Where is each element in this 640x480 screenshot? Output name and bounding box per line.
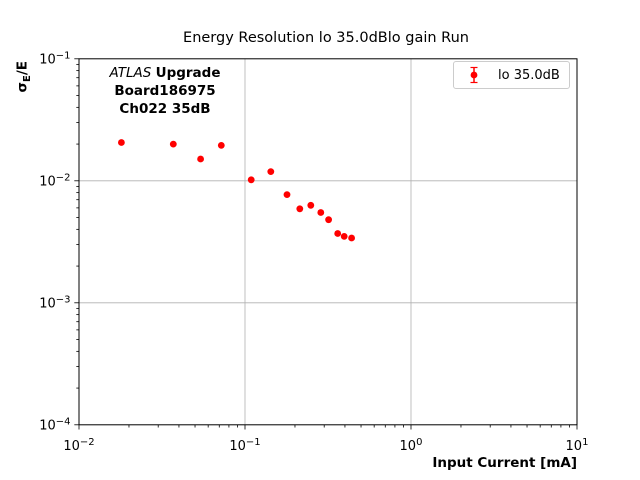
y-tick-label: 10−3	[39, 294, 70, 311]
chart-title: Energy Resolution lo 35.0dBlo gain Run	[183, 30, 469, 46]
y-tick-labels: 10−1 10−2 10−3 10−4	[39, 50, 70, 433]
legend: lo 35.0dB	[453, 61, 570, 89]
data-points	[118, 139, 355, 242]
axis-ticks	[74, 58, 578, 430]
ylabel-subscript: E	[22, 75, 34, 82]
ylabel-rest: /E	[14, 60, 31, 76]
data-point	[307, 201, 315, 209]
y-tick-label: 10−1	[39, 50, 70, 67]
data-point	[348, 234, 355, 242]
y-tick-label: 10−4	[39, 416, 70, 433]
data-point	[247, 176, 255, 184]
annotation-channel: Ch022 35dB	[119, 101, 211, 117]
x-axis-label: Input Current [mA]	[432, 455, 577, 471]
data-point	[325, 216, 332, 224]
gridlines	[79, 58, 577, 425]
x-tick-label: 101	[566, 437, 589, 454]
data-point	[217, 142, 225, 149]
data-point	[118, 139, 125, 146]
data-point	[340, 233, 348, 240]
legend-label: lo 35.0dB	[498, 67, 560, 83]
annotation-upgrade: Upgrade	[155, 65, 221, 81]
x-tick-label: 100	[400, 437, 423, 454]
data-point	[169, 140, 177, 148]
y-tick-label: 10−2	[39, 172, 70, 189]
x-tick-label: 10−1	[229, 437, 260, 454]
y-axis-label: σE/E	[14, 57, 34, 93]
annotation-atlas: ATLAS	[109, 65, 152, 81]
x-tick-label: 10−2	[63, 437, 94, 454]
plot-border	[78, 58, 578, 426]
annotation-board: Board186975	[114, 83, 216, 99]
annotation-block: ATLAS Upgrade Board186975 Ch022 35dB	[99, 64, 231, 118]
data-point	[296, 205, 304, 213]
ylabel-sigma: σ	[14, 81, 31, 93]
x-tick-labels: 10−2 10−1 100 101	[63, 437, 588, 454]
errorbar-marker-icon	[470, 66, 478, 84]
data-point	[334, 230, 342, 237]
data-point	[197, 155, 205, 163]
data-point	[283, 191, 291, 199]
data-point	[267, 168, 275, 176]
data-point	[317, 209, 325, 216]
annotation-line-1: ATLAS Upgrade	[99, 64, 231, 82]
